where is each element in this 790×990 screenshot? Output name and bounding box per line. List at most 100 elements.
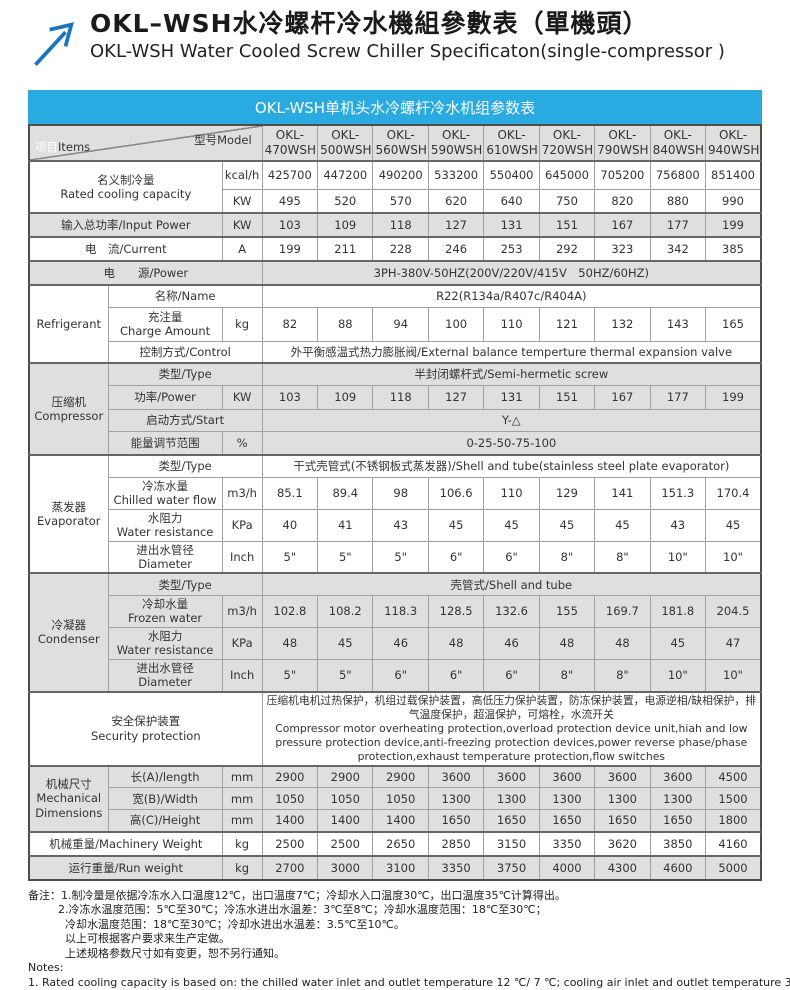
security-protection-label: 安全保护装置 Security protection: [28, 690, 263, 767]
value-cell: 385: [705, 236, 762, 262]
unit-cell: KW: [221, 188, 263, 214]
value-cell: 5": [261, 540, 319, 574]
value-cell: 228: [372, 236, 429, 262]
value-cell: 167: [594, 212, 651, 238]
value-cell: 1050: [317, 787, 374, 811]
value-cell: 151: [538, 384, 596, 410]
value-cell: 167: [594, 384, 651, 410]
height-label: 高(C)/Height: [107, 809, 223, 833]
value-cell: 495: [261, 188, 319, 214]
value-cell: 131: [483, 212, 540, 238]
notes-section: 备注：1.制冷量是依据冷冻水入口温度12℃，出口温度7℃；冷却水入口温度30℃，…: [28, 888, 790, 990]
unit-cell: KPa: [221, 508, 263, 542]
model-header-cell: OKL- 790WSH: [594, 124, 651, 162]
value-cell: 82: [261, 306, 319, 342]
unit-cell: %: [221, 430, 263, 456]
note-line-en: 1. Rated cooling capacity is based on: t…: [28, 975, 790, 989]
value-cell: 1650: [427, 809, 485, 833]
value-cell: 102.8: [261, 594, 319, 628]
security-protection-en: Compressor motor overheating protection,…: [275, 721, 748, 763]
value-cell: 1650: [538, 809, 596, 833]
value-cell: 5000: [705, 854, 762, 881]
model-header-row: 项目Items 型号Model OKL- 470WSH OKL- 500WSH OK…: [28, 124, 762, 162]
value-cell: 990: [705, 188, 762, 214]
condenser-group-label: 冷凝器 Condenser: [28, 572, 109, 693]
value-cell: 45: [538, 508, 596, 542]
width-label: 宽(B)/Width: [107, 787, 223, 811]
value-cell: 46: [483, 626, 540, 660]
machinery-weight-label: 机械重量/Machinery Weight: [28, 830, 223, 857]
power-supply-row: 电 源/Power 3PH-380V-50HZ(200V/220V/415V 5…: [28, 260, 762, 286]
refrigerant-name-value: R22(R134a/R407c/R404A): [261, 284, 762, 308]
unit-cell: kg: [221, 306, 263, 342]
items-label-zh: 项目: [35, 140, 58, 154]
title-block: OKL–WSH水冷螺杆冷水機組參數表（單機頭） OKL-WSH Water Co…: [90, 9, 725, 62]
value-cell: 3350: [427, 854, 485, 881]
value-cell: 98: [372, 476, 429, 510]
power-supply-label: 电 源/Power: [28, 260, 263, 286]
model-header-cell: OKL- 840WSH: [649, 124, 707, 162]
value-cell: 10": [705, 540, 762, 574]
value-cell: 425700: [261, 160, 319, 190]
value-cell: 6": [427, 540, 485, 574]
unit-cell: kcal/h: [221, 160, 263, 190]
energy-adjust-value: 0-25-50-75-100: [261, 430, 762, 456]
value-cell: 323: [594, 236, 651, 262]
model-label: 型号Model: [194, 133, 252, 147]
unit-cell: kg: [221, 854, 263, 881]
height-row: 高(C)/Height mm 1400 1400 1400 1650 1650 1650 1…: [29, 809, 762, 833]
value-cell: 127: [427, 384, 485, 410]
value-cell: 520: [317, 188, 374, 214]
value-cell: 5": [317, 658, 374, 693]
value-cell: 170.4: [705, 476, 762, 510]
value-cell: 109: [317, 212, 374, 238]
value-cell: 8": [594, 658, 651, 693]
value-cell: 570: [372, 188, 429, 214]
value-cell: 85.1: [261, 476, 319, 510]
value-cell: 6": [372, 658, 429, 693]
items-label-en: Items: [58, 140, 91, 154]
value-cell: 1300: [594, 787, 651, 811]
value-cell: 129: [538, 476, 596, 510]
refrigerant-group-label: Refrigerant: [28, 284, 109, 364]
notes-label: Notes:: [28, 961, 64, 975]
unit-cell: Inch: [221, 540, 263, 574]
value-cell: 48: [538, 626, 596, 660]
unit-cell: KW: [221, 212, 263, 238]
input-power-row: 输入总功率/Input Power KW 103 109 118 127 131 151 1…: [28, 212, 762, 238]
note-line: 以上可根据客户要求来生产定做。: [65, 932, 230, 946]
condenser-type-label: 类型/Type: [107, 572, 263, 596]
compressor-type-label: 类型/Type: [107, 362, 263, 386]
value-cell: 165: [705, 306, 762, 342]
note-line: 冷却水温度范围：18℃至30℃；冷却水进出水温差：3.5℃至10℃。: [65, 917, 405, 931]
refrigerant-control-row: 控制方式/Control 外平衡感温式热力膨胀阀/External balanc…: [29, 340, 762, 364]
cond-diameter-label: 进出水管径 Diameter: [107, 658, 223, 693]
value-cell: 199: [705, 384, 762, 410]
value-cell: 533200: [427, 160, 485, 190]
condenser-type-value: 壳管式/Shell and tube: [261, 572, 762, 596]
value-cell: 4600: [649, 854, 707, 881]
value-cell: 550400: [483, 160, 540, 190]
note-line: 备注：1.制冷量是依据冷冻水入口温度12℃，出口温度7℃；冷却水入口温度30℃，…: [28, 888, 566, 902]
length-row: 机械尺寸 Mechanical Dimensions 长(A)/length m…: [28, 764, 762, 833]
value-cell: 851400: [705, 160, 762, 190]
value-cell: 1050: [372, 787, 429, 811]
value-cell: 3600: [649, 764, 707, 789]
value-cell: 132.6: [483, 594, 540, 628]
page-title-en: OKL-WSH Water Cooled Screw Chiller Speci…: [90, 40, 725, 62]
unit-cell: mm: [221, 809, 263, 833]
value-cell: 3150: [483, 830, 540, 857]
value-cell: 151.3: [649, 476, 707, 510]
compressor-power-label: 功率/Power: [107, 384, 223, 410]
unit-cell: mm: [221, 787, 263, 811]
value-cell: 3350: [538, 830, 596, 857]
value-cell: 3620: [594, 830, 651, 857]
energy-adjust-label: 能量调节范围: [107, 430, 223, 456]
value-cell: 204.5: [705, 594, 762, 628]
value-cell: 10": [649, 540, 707, 574]
power-supply-value: 3PH-380V-50HZ(200V/220V/415V 50HZ/60HZ): [261, 260, 762, 286]
value-cell: 2700: [261, 854, 319, 881]
unit-cell: mm: [221, 764, 263, 789]
value-cell: 41: [317, 508, 374, 542]
value-cell: 106.6: [427, 476, 485, 510]
